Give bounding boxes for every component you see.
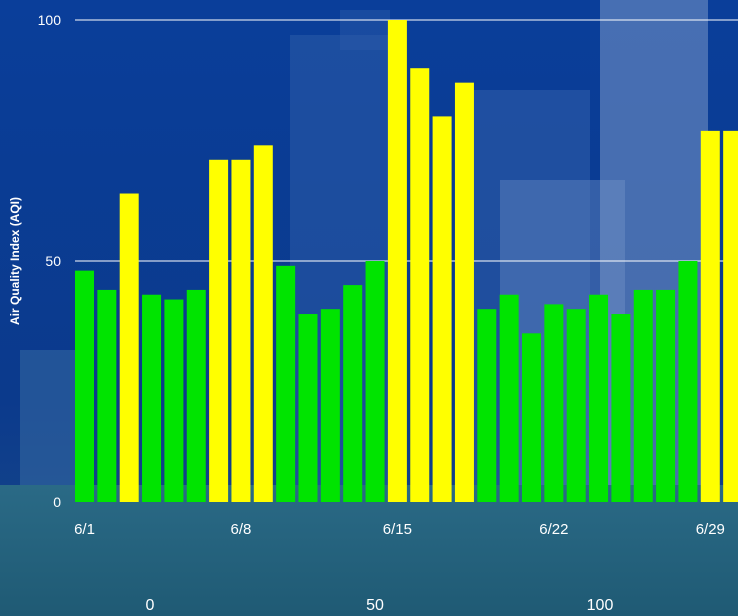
y-tick-label: 0 (53, 494, 61, 510)
bar-6-10 (276, 265, 296, 502)
x-tick-label: 6/29 (696, 521, 725, 538)
x-tick-label: 6/8 (231, 521, 252, 538)
x-tick-label: 6/15 (383, 521, 412, 538)
secondary-x-tick-label: 100 (587, 597, 614, 614)
bar-6-9 (253, 145, 273, 502)
bar-6-8 (231, 159, 251, 502)
bar-6-4 (142, 294, 162, 502)
bar-6-27 (656, 289, 676, 502)
x-tick-label: 6/22 (539, 521, 568, 538)
bar-6-1 (75, 270, 94, 502)
bar-6-7 (209, 159, 229, 502)
secondary-x-tick-label: 50 (366, 597, 384, 614)
y-tick-label: 50 (45, 253, 61, 269)
bar-6-23 (566, 309, 586, 502)
bar-6-13 (343, 285, 363, 502)
bar-6-26 (633, 289, 653, 502)
y-tick-labels: 0 50 100 (38, 12, 62, 510)
bar-6-15 (387, 20, 407, 502)
secondary-x-tick-label: 0 (146, 597, 155, 614)
bar-6-14 (365, 261, 385, 502)
bar-6-28 (678, 261, 698, 502)
y-tick-label: 100 (38, 12, 62, 28)
bar-6-29 (700, 130, 720, 503)
x-tick-label: 6/1 (74, 521, 95, 538)
bar-6-30 (723, 130, 738, 503)
bar-6-12 (320, 309, 340, 502)
bar-6-2 (97, 289, 117, 502)
bar-6-17 (432, 116, 452, 503)
bar-6-25 (611, 314, 631, 502)
bar-6-24 (589, 294, 609, 502)
bar-6-16 (410, 68, 430, 502)
bars (75, 20, 738, 503)
bar-6-6 (186, 289, 206, 502)
bar-6-11 (298, 314, 318, 502)
bar-6-21 (522, 333, 541, 502)
bar-6-20 (499, 294, 519, 502)
bar-6-22 (544, 304, 564, 502)
bar-6-18 (454, 82, 474, 502)
bar-6-5 (164, 299, 184, 502)
x-tick-labels: 6/1 6/8 6/15 6/22 6/29 (74, 521, 725, 538)
bar-6-19 (477, 309, 497, 502)
y-axis-label: Air Quality Index (AQI) (8, 197, 22, 325)
bar-6-3 (119, 193, 139, 502)
secondary-x-tick-labels: 0 50 100 (146, 597, 614, 614)
